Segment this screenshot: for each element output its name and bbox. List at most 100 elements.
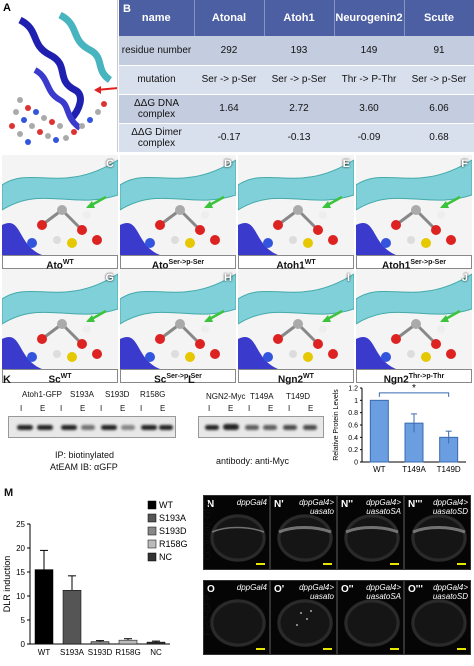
mol-caption-sup: WT [303, 373, 314, 380]
panel-d-label: D [224, 158, 232, 170]
ie-label: E [308, 404, 314, 413]
x-tick-label: R158G [115, 648, 140, 657]
mol-render [238, 155, 354, 255]
disc-image [411, 599, 467, 647]
legend-swatch [147, 552, 157, 562]
panel-l-label: L [188, 374, 195, 386]
lane-label: Atoh1-GFP [22, 390, 63, 399]
mol-render [120, 269, 236, 369]
table-cell: 1.64 [194, 94, 264, 124]
panel-h-label: H [224, 272, 232, 284]
panel-f-label: F [461, 158, 468, 170]
ie-label: E [120, 404, 126, 413]
mol-panel-caption: Atoh1WT [238, 255, 354, 272]
mol-caption-base: Atoh1 [276, 260, 305, 272]
scale-bar [457, 648, 466, 650]
row-label: ΔΔG Dimer complex [119, 123, 194, 153]
ie-label: I [208, 404, 211, 413]
ie-label: I [140, 404, 143, 413]
panel-i-label: I [346, 272, 350, 284]
ie-label: I [20, 404, 23, 413]
y-tick-label: 5 [21, 616, 26, 625]
legend-swatch [147, 539, 157, 549]
legend-label: NC [159, 552, 172, 562]
fluor-panel: N' dppGal4> uasato [270, 495, 337, 570]
mol-panel-caption: Ngn2Thr->p-Thr [356, 369, 472, 386]
k-blot [8, 416, 176, 438]
row-n-label: CG30492-GFP [202, 499, 213, 561]
mol-panel-caption: AtoSer->p-Ser [120, 255, 236, 272]
mol-caption-base: Ngn2 [278, 374, 304, 386]
ie-label: I [100, 404, 103, 413]
mol-caption-sup: Ser->p-Ser [166, 373, 202, 380]
bar [34, 569, 54, 645]
ddg-table: name Atonal Atoh1 Neurogenin2 Scute resi… [119, 0, 474, 153]
y-tick-label: 1.2 [348, 386, 358, 393]
mol-panel-caption: AtoWT [2, 255, 118, 271]
mol-panel-h: H [120, 269, 236, 369]
panel-n-label: N [207, 499, 215, 510]
fluor-caption: dppGal4> uasato [299, 498, 334, 516]
table-header: Atonal [194, 0, 265, 36]
panel-k-label: K [3, 374, 11, 386]
row-label: residue number [119, 36, 194, 66]
fluor-caption: dppGal4> uasatoSA [366, 498, 401, 516]
panel-o3-label: O''' [408, 584, 423, 595]
table-cell: Thr -> P-Thr [334, 65, 404, 95]
scale-bar [323, 648, 332, 650]
fluor-panel: O''' dppGal4> uasatoSD [404, 580, 471, 655]
lane-label: S193D [105, 390, 130, 399]
legend-swatch [147, 513, 157, 523]
l-blot [198, 416, 324, 438]
row-o-label-wrap: Fas2-GFP [198, 580, 213, 655]
panel-o2-label: O'' [341, 584, 354, 595]
disc-image [344, 514, 400, 562]
y-axis-label: DLR induction [2, 556, 12, 613]
row-label: ΔΔG DNA complex [119, 94, 194, 124]
table-header: Scute [404, 0, 474, 36]
y-axis-label: Relative Protein Levels [333, 389, 340, 461]
table-header: name [119, 0, 195, 36]
scale-bar [390, 648, 399, 650]
legend-label: S193D [159, 526, 187, 536]
lane-label: T149A [250, 392, 274, 401]
fluor-panel: O'' dppGal4> uasatoSA [337, 580, 404, 655]
disc-image [210, 514, 266, 562]
fluor-caption: dppGal4> uasatoSD [432, 583, 468, 601]
y-tick-label: 0 [21, 640, 26, 649]
mol-render [120, 155, 236, 255]
fluor-caption: dppGal4> uasatoSA [366, 583, 401, 601]
table-cell: 149 [334, 36, 404, 66]
table-header: Neurogenin2 [334, 0, 405, 36]
table-header-row: name Atonal Atoh1 Neurogenin2 Scute [119, 0, 474, 36]
table-cell: -0.13 [264, 123, 334, 153]
ie-label: E [228, 404, 234, 413]
disc-image [411, 514, 467, 562]
mol-caption-sup: Ser->p-Ser [168, 259, 205, 266]
mol-render [2, 269, 118, 369]
panel-c-label: C [106, 158, 114, 170]
k-caption: AtEAM IB: αGFP [50, 462, 118, 472]
mol-caption-base: Ngn2 [383, 374, 409, 386]
fluor-panel: N''' dppGal4> uasatoSD [404, 495, 471, 570]
table-cell: -0.17 [194, 123, 264, 153]
bar [118, 639, 138, 645]
mol-panel-e: E [238, 155, 354, 255]
mol-caption-base: Ato [151, 260, 169, 272]
mol-caption-sup: Thr->p-Thr [408, 373, 445, 380]
y-tick-label: 0.6 [348, 423, 358, 430]
y-tick-label: 10 [16, 592, 25, 601]
bar [369, 399, 389, 463]
panel-b-table: name Atonal Atoh1 Neurogenin2 Scute resi… [119, 0, 474, 153]
ie-label: E [40, 404, 46, 413]
panel-l: L NGN2-Myc T149A T149D I E I E I E antibody: … [186, 370, 474, 478]
scale-bar [457, 563, 466, 565]
panel-a-label: A [3, 2, 11, 14]
table-row: ΔΔG Dimer complex -0.17 -0.13 -0.09 0.68 [119, 123, 474, 153]
table-cell: 0.68 [404, 123, 474, 153]
table-cell: -0.09 [334, 123, 404, 153]
x-tick-label: T149D [437, 465, 461, 474]
panel-o1-label: O' [274, 584, 285, 595]
y-tick-label: 1 [354, 398, 358, 405]
